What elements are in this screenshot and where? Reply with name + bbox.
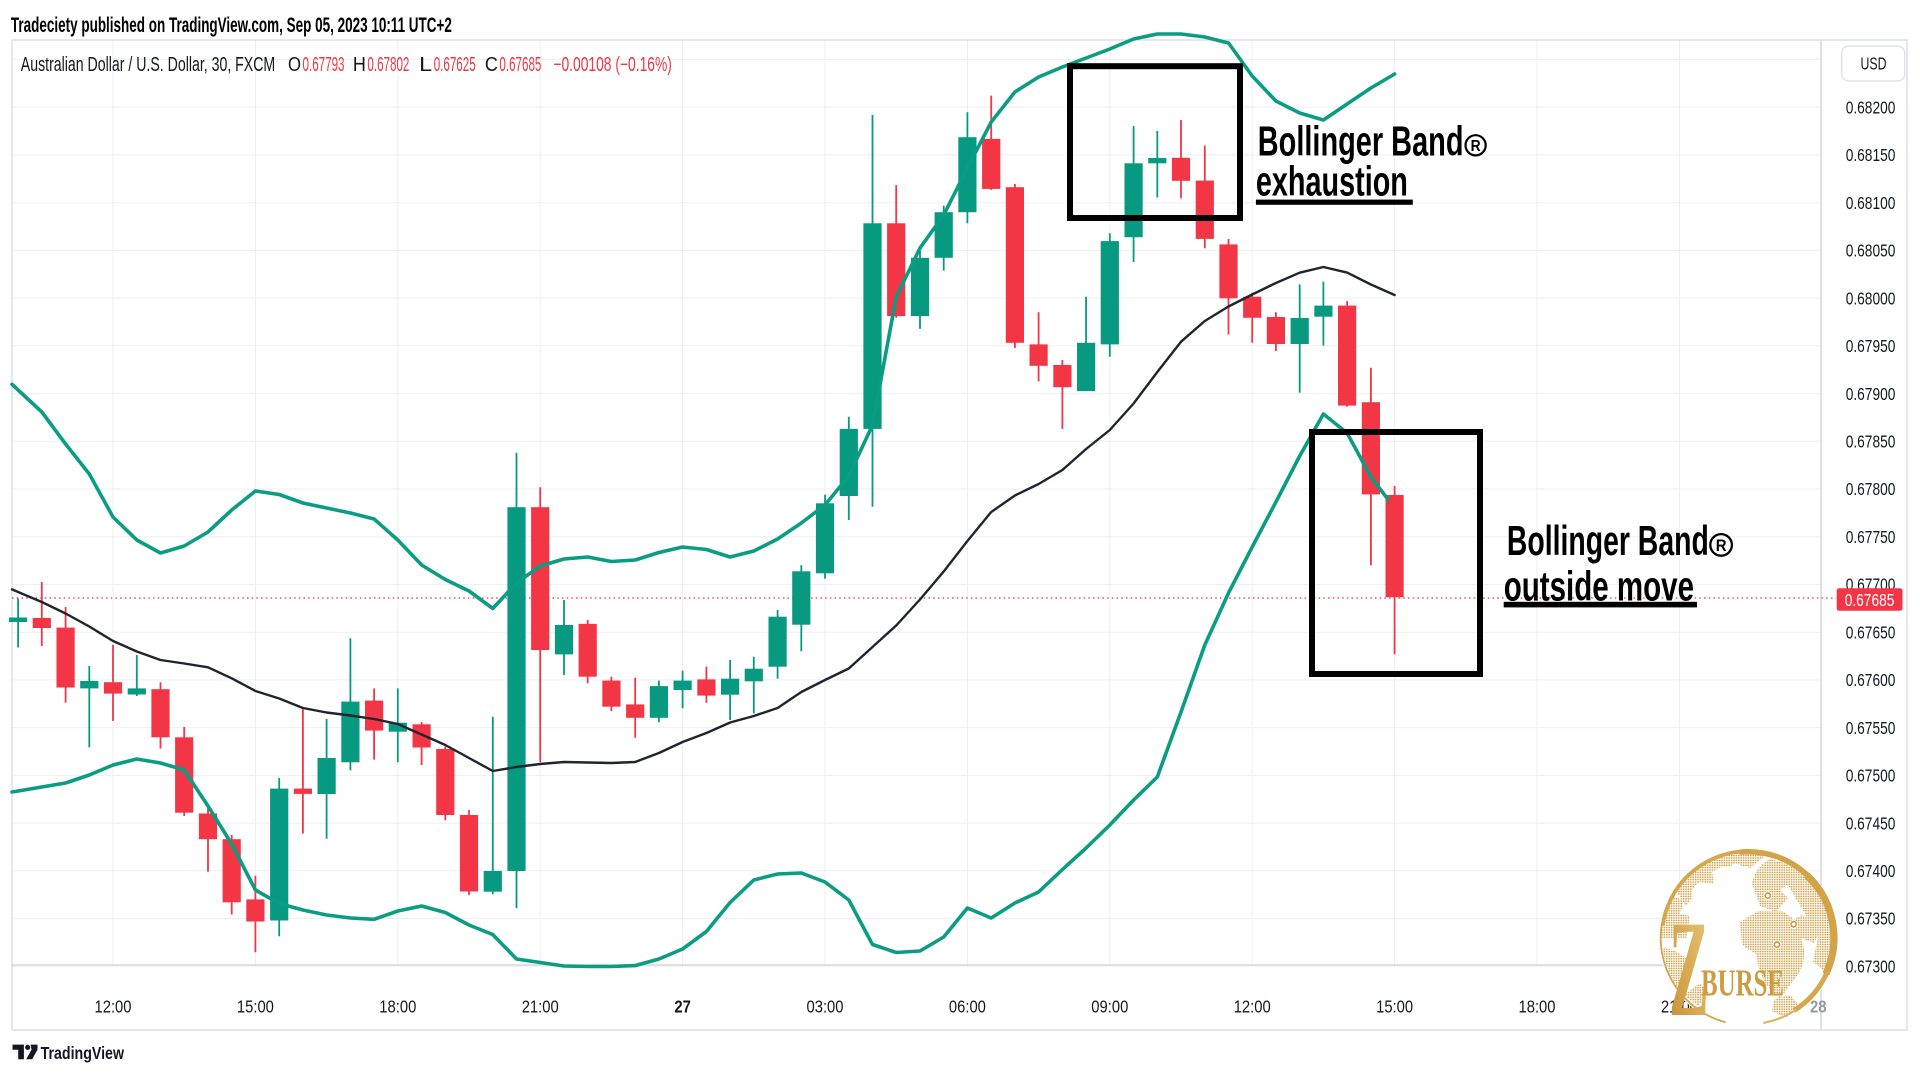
svg-text:C: C	[485, 54, 498, 76]
svg-text:0.67450: 0.67450	[1846, 813, 1896, 833]
svg-text:12:00: 12:00	[95, 997, 132, 1017]
svg-text:TradingView: TradingView	[41, 1043, 125, 1063]
svg-text:15:00: 15:00	[1376, 997, 1413, 1017]
svg-text:USD: USD	[1861, 54, 1887, 74]
svg-text:0.68100: 0.68100	[1846, 193, 1896, 213]
svg-text:0.67750: 0.67750	[1846, 527, 1896, 547]
svg-text:0.67802: 0.67802	[367, 54, 409, 76]
svg-text:Bollinger Band: Bollinger Band	[1258, 117, 1464, 164]
svg-text:0.68000: 0.68000	[1846, 288, 1896, 308]
svg-text:0.67800: 0.67800	[1846, 479, 1896, 499]
svg-text:−0.00108 (−0.16%): −0.00108 (−0.16%)	[553, 54, 672, 76]
svg-text:28: 28	[1810, 997, 1827, 1017]
svg-text:R: R	[1716, 536, 1727, 555]
svg-text:09:00: 09:00	[1091, 997, 1128, 1017]
svg-text:0.67300: 0.67300	[1846, 957, 1896, 977]
svg-text:0.67500: 0.67500	[1846, 766, 1896, 786]
svg-text:12:00: 12:00	[1234, 997, 1271, 1017]
svg-text:0.67793: 0.67793	[303, 54, 345, 76]
svg-text:0.67600: 0.67600	[1846, 670, 1896, 690]
svg-text:0.67550: 0.67550	[1846, 718, 1896, 738]
svg-text:0.67685: 0.67685	[499, 54, 541, 76]
svg-text:Tradeciety published on Tradin: Tradeciety published on TradingView.com,…	[11, 13, 452, 37]
svg-text:03:00: 03:00	[807, 997, 844, 1017]
svg-text:15:00: 15:00	[237, 997, 274, 1017]
svg-text:BURSE: BURSE	[1701, 963, 1784, 1005]
svg-text:Bollinger Band: Bollinger Band	[1507, 517, 1709, 564]
svg-text:0.67850: 0.67850	[1846, 432, 1896, 452]
svg-text:0.67900: 0.67900	[1846, 384, 1896, 404]
svg-text:0.67950: 0.67950	[1846, 336, 1896, 356]
svg-text:0.67625: 0.67625	[434, 54, 476, 76]
svg-text:0.68200: 0.68200	[1846, 97, 1896, 117]
svg-text:L: L	[419, 54, 432, 76]
svg-text:0.67650: 0.67650	[1846, 622, 1896, 642]
svg-text:18:00: 18:00	[1519, 997, 1556, 1017]
svg-text:06:00: 06:00	[949, 997, 986, 1017]
svg-text:R: R	[1471, 138, 1481, 155]
svg-text:21:00: 21:00	[522, 997, 559, 1017]
svg-text:Z: Z	[1669, 892, 1709, 1045]
svg-text:outside move: outside move	[1504, 563, 1694, 610]
svg-text:H: H	[353, 54, 366, 76]
svg-text:0.67685: 0.67685	[1845, 590, 1895, 610]
svg-text:0.67400: 0.67400	[1846, 861, 1896, 881]
svg-text:exhaustion: exhaustion	[1256, 158, 1408, 205]
svg-text:O: O	[288, 54, 301, 76]
svg-text:27: 27	[674, 997, 691, 1017]
svg-text:0.68050: 0.68050	[1846, 241, 1896, 261]
svg-text:0.68150: 0.68150	[1846, 145, 1896, 165]
svg-text:Australian Dollar / U.S. Dolla: Australian Dollar / U.S. Dollar, 30, FXC…	[21, 54, 275, 76]
svg-text:18:00: 18:00	[379, 997, 416, 1017]
svg-text:0.67350: 0.67350	[1846, 909, 1896, 929]
